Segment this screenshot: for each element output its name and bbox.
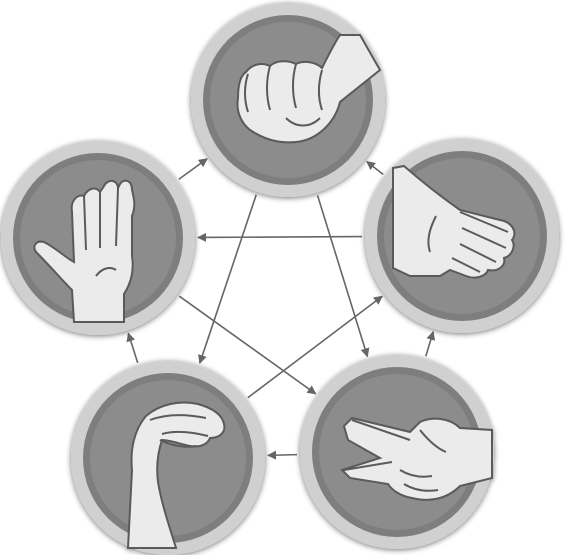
- arrow-spock-to-rock: [178, 158, 208, 180]
- node-spock: [1, 141, 195, 335]
- spock-hand-icon: [33, 179, 136, 323]
- arrow-rock-to-scissors: [316, 195, 370, 358]
- lizard-hand-icon: [126, 401, 226, 549]
- node-rock: [191, 3, 385, 197]
- node-paper: [365, 139, 559, 333]
- lizard-inner: [90, 380, 246, 536]
- arrow-layer: [126, 158, 436, 460]
- arrow-lizard-to-spock: [126, 332, 139, 363]
- arrow-spock-to-scissors: [178, 295, 317, 395]
- arrow-rock-to-lizard: [198, 194, 257, 365]
- arrow-scissors-to-paper: [425, 330, 436, 357]
- arrow-paper-to-spock: [197, 232, 363, 242]
- node-scissors: [300, 355, 494, 549]
- node-lizard: [71, 361, 265, 555]
- scissors-hand-icon: [340, 416, 493, 501]
- paper-hand-icon: [392, 164, 516, 279]
- rock-fist-icon: [236, 34, 382, 144]
- arrow-paper-to-rock: [366, 160, 384, 176]
- arrow-scissors-to-lizard: [267, 450, 298, 460]
- arrow-lizard-to-paper: [247, 295, 383, 399]
